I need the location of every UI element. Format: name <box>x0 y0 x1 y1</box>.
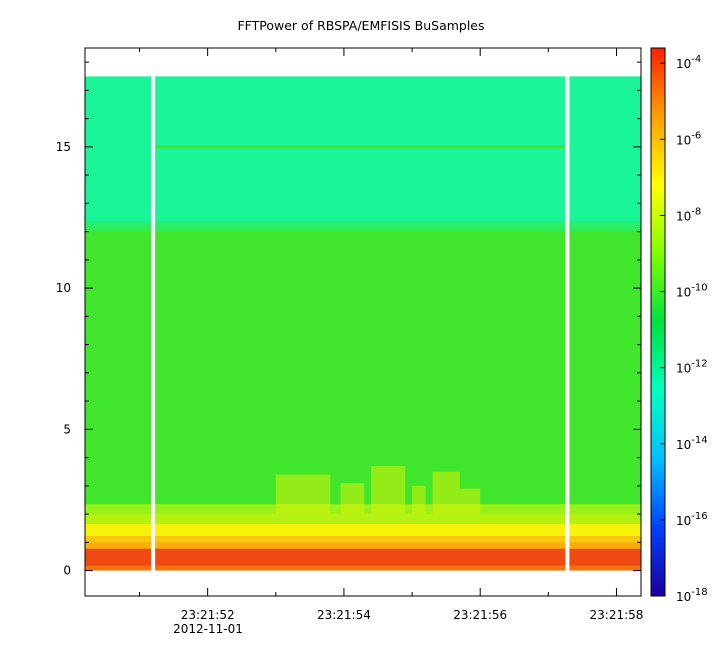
y-tick-label: 10 <box>56 281 71 295</box>
y-tick-label: 0 <box>63 564 71 578</box>
y-tick-label: 15 <box>56 140 71 154</box>
emission-burst <box>275 474 331 515</box>
x-axis: 23:21:52 23:21:54 23:21:56 23:21:58 <box>139 48 644 622</box>
colorbar-tick-label: 10-18 <box>676 587 708 604</box>
line-feature <box>153 145 568 149</box>
spectrum-transition <box>85 221 641 231</box>
colorbar-tick-label: 10-16 <box>676 511 708 528</box>
colorbar-ticks: 10-4 10-6 10-8 10-10 10-12 10-14 10-16 10-18 <box>660 54 708 604</box>
emission-burst <box>371 466 406 515</box>
spectrum-band <box>85 225 641 515</box>
colorbar <box>650 47 666 597</box>
colorbar-tick-label: 10-4 <box>676 54 701 71</box>
chart-title: FFTPower of RBSPA/EMFISIS BuSamples <box>237 18 484 33</box>
y-tick-label: 5 <box>63 422 71 436</box>
colorbar-tick-label: 10-6 <box>676 130 701 147</box>
x-tick-label: 23:21:58 <box>590 608 644 622</box>
colorbar-tick-label: 10-10 <box>676 283 708 300</box>
data-gap <box>565 76 570 571</box>
colorbar-tick-label: 10-14 <box>676 435 708 452</box>
x-tick-label: 23:21:54 <box>317 608 371 622</box>
emission-burst <box>459 488 481 515</box>
y-axis: 0 5 10 15 <box>56 61 641 578</box>
colorbar-tick-label: 10-12 <box>676 359 708 376</box>
spectrum-band <box>85 76 641 226</box>
colorbar-tick-label: 10-8 <box>676 206 701 223</box>
x-tick-label: 23:21:52 <box>181 608 235 622</box>
emission-burst <box>412 485 426 515</box>
emission-burst <box>432 471 460 515</box>
spectrum-transition <box>85 535 641 549</box>
no-data-region <box>85 570 641 596</box>
spectrogram-image <box>85 48 641 596</box>
emission-burst <box>340 483 365 515</box>
plot-frame <box>84 47 642 597</box>
no-data-region <box>85 48 641 77</box>
x-tick-label: 23:21:56 <box>453 608 507 622</box>
x-axis-date-label: 2012-11-01 <box>173 622 243 636</box>
data-gap <box>151 76 156 571</box>
